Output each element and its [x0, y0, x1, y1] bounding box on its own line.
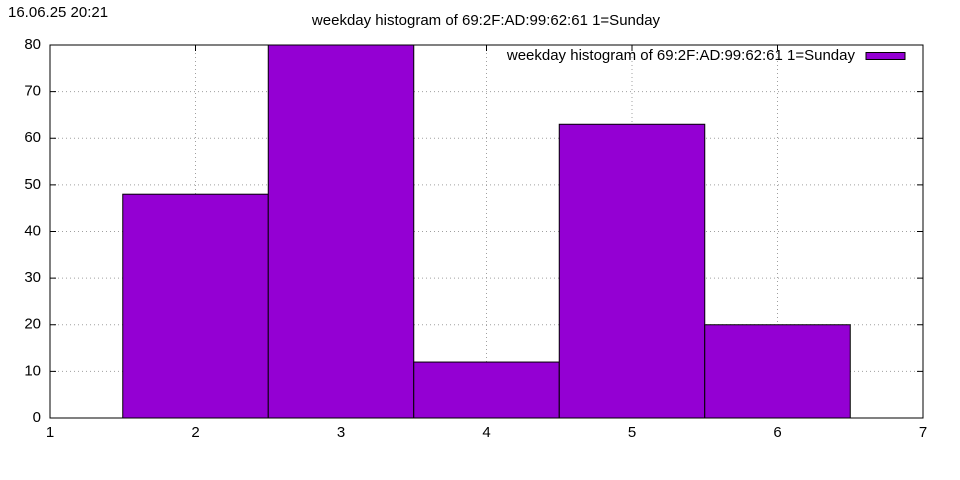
y-tick-label: 80: [24, 36, 41, 53]
y-tick-label: 30: [24, 269, 41, 286]
y-tick-label: 70: [24, 83, 41, 100]
x-tick-label: 3: [337, 424, 345, 441]
legend-swatch: [865, 52, 906, 60]
y-tick-label: 50: [24, 176, 41, 193]
x-tick-label: 1: [46, 424, 54, 441]
x-tick-label: 4: [482, 424, 490, 441]
bar: [413, 361, 560, 419]
y-tick-label: 60: [24, 129, 41, 146]
plot-frame: [49, 44, 924, 419]
x-tick-label: 2: [191, 424, 199, 441]
y-tick-label: 20: [24, 316, 41, 333]
x-tick-label: 6: [773, 424, 781, 441]
y-tick-label: 40: [24, 222, 41, 239]
bar: [704, 324, 851, 419]
x-tick-label: 5: [628, 424, 636, 441]
y-tick-label: 10: [24, 362, 41, 379]
y-tick-label: 0: [33, 409, 41, 426]
x-tick-label: 7: [919, 424, 927, 441]
chart-title: weekday histogram of 69:2F:AD:99:62:61 1…: [311, 12, 661, 29]
bar: [267, 44, 415, 419]
bar: [122, 193, 269, 419]
bar: [558, 123, 706, 419]
timestamp: 16.06.25 20:21: [8, 4, 108, 21]
legend-label: weekday histogram of 69:2F:AD:99:62:61 1…: [506, 47, 856, 64]
